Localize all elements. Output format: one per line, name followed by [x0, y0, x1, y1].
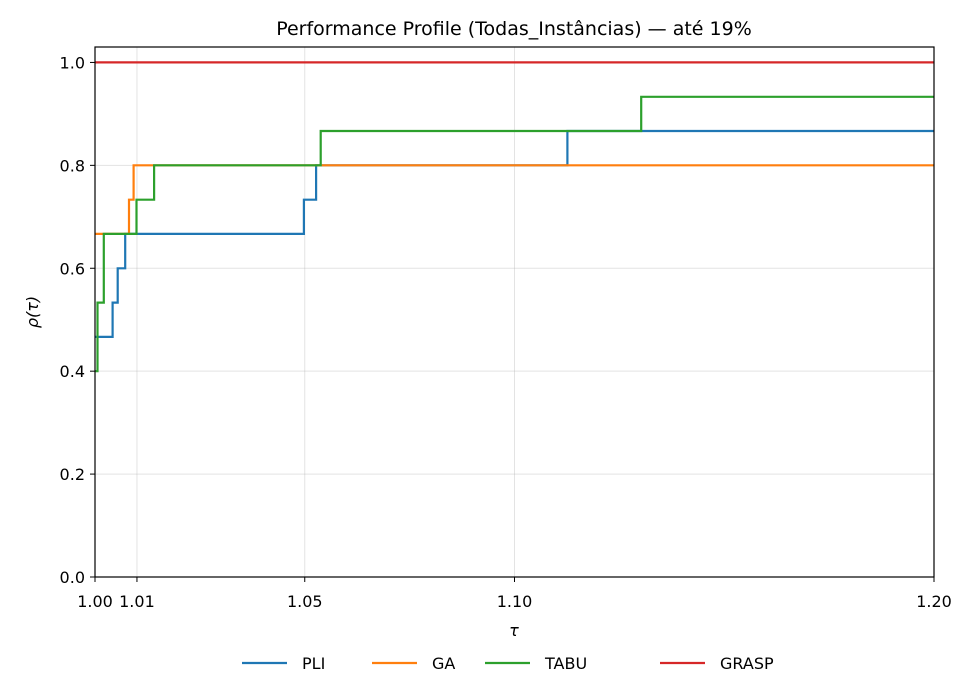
axis-ticks: 1.00 1.01 1.05 1.10 1.20 0.0 0.2 0.4 0.6 0.8 1.0 — [60, 53, 952, 611]
x-tick-label: 1.05 — [287, 592, 323, 611]
legend-label-tabu: TABU — [544, 654, 587, 673]
x-tick-label: 1.00 — [77, 592, 113, 611]
y-axis-label: ρ(τ) — [23, 296, 42, 328]
y-tick-label: 0.4 — [60, 362, 85, 381]
legend-label-ga: GA — [432, 654, 455, 673]
legend: PLI GA TABU GRASP — [242, 654, 774, 673]
legend-label-pli: PLI — [302, 654, 325, 673]
y-tick-label: 0.0 — [60, 568, 85, 587]
series-lines — [95, 61, 934, 373]
x-axis-label: τ — [509, 621, 519, 640]
x-tick-label: 1.01 — [119, 592, 155, 611]
y-tick-label: 0.6 — [60, 259, 85, 278]
series-line-tabu — [95, 95, 934, 373]
y-tick-label: 0.2 — [60, 465, 85, 484]
y-tick-label: 0.8 — [60, 156, 85, 175]
x-tick-label: 1.10 — [497, 592, 533, 611]
chart-title: Performance Profile (Todas_Instâncias) —… — [276, 18, 752, 40]
legend-label-grasp: GRASP — [720, 654, 774, 673]
x-tick-label: 1.20 — [916, 592, 952, 611]
y-tick-label: 1.0 — [60, 53, 85, 72]
